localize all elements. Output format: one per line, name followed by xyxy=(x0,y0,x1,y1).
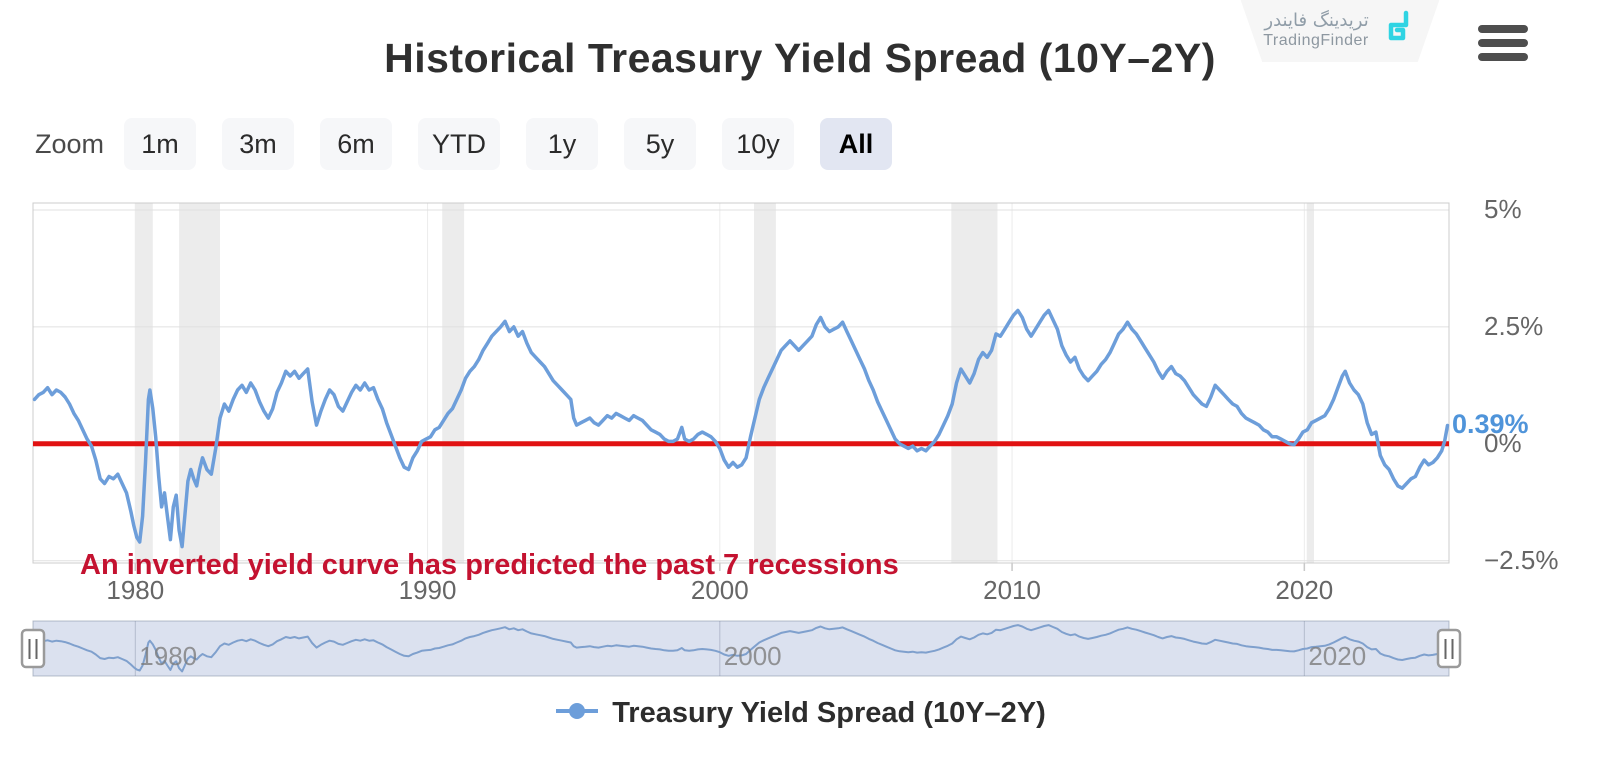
navigator-label-2020: 2020 xyxy=(1308,641,1367,671)
navigator-right-handle[interactable] xyxy=(1436,628,1462,669)
recession-annotation: An inverted yield curve has predicted th… xyxy=(80,549,899,581)
x-axis-label-1980: 1980 xyxy=(106,575,165,605)
y-axis-label-2.5%: 2.5% xyxy=(1484,310,1544,341)
recession-band xyxy=(951,203,998,563)
zoom-button-1y[interactable]: 1y xyxy=(526,118,599,170)
navigator-label-1980: 1980 xyxy=(139,641,198,671)
zoom-button-6m[interactable]: 6m xyxy=(320,118,393,170)
recession-band xyxy=(1306,203,1314,563)
zoom-label: Zoom xyxy=(35,128,105,159)
y-axis-label-5%: 5% xyxy=(1484,194,1522,224)
zoom-button-1m[interactable]: 1m xyxy=(124,118,197,170)
y-axis-label-0%: 0% xyxy=(1484,427,1522,458)
recession-band xyxy=(442,203,465,563)
x-axis-label-1990: 1990 xyxy=(398,575,457,605)
chart-title: Historical Treasury Yield Spread (10Y–2Y… xyxy=(384,35,1216,82)
navigator-label-2000: 2000 xyxy=(723,641,782,671)
zoom-button-ytd[interactable]: YTD xyxy=(418,118,501,170)
brand-name-english: TradingFinder xyxy=(1263,32,1369,50)
plot-border xyxy=(32,202,1450,564)
brand-name-farsi: تریدینگ فایندر xyxy=(1264,10,1369,32)
zoom-toolbar: Zoom 1m 3m 6m YTD 1y 5y 10y All xyxy=(35,118,893,170)
tradingfinder-badge: تریدینگ فایندر TradingFinder xyxy=(1240,0,1440,62)
x-axis-label-2000: 2000 xyxy=(690,575,749,605)
recession-band xyxy=(135,203,153,563)
navigator-track[interactable] xyxy=(32,620,1450,677)
zoom-button-5y[interactable]: 5y xyxy=(624,118,697,170)
x-axis-label-2010: 2010 xyxy=(983,575,1041,605)
x-axis-label-2020: 2020 xyxy=(1275,575,1334,605)
zoom-button-all[interactable]: All xyxy=(820,118,893,170)
zoom-button-3m[interactable]: 3m xyxy=(222,118,295,170)
treasury-spread-line xyxy=(32,308,1450,549)
series-marker-icon xyxy=(554,701,600,726)
menu-icon[interactable] xyxy=(1478,25,1528,67)
y-axis-label-−2.5%: −2.5% xyxy=(1484,544,1559,575)
zoom-buttons: 1m 3m 6m YTD 1y 5y 10y All xyxy=(124,118,893,170)
plot-area[interactable] xyxy=(33,203,1449,563)
legend-item[interactable]: Treasury Yield Spread (10Y–2Y) xyxy=(0,697,1600,730)
legend-label: Treasury Yield Spread (10Y–2Y) xyxy=(612,697,1046,729)
zoom-button-10y[interactable]: 10y xyxy=(722,118,795,170)
current-value-label: 0.39% xyxy=(1452,408,1529,439)
tradingfinder-logo-icon xyxy=(1379,10,1417,53)
navigator-series-line xyxy=(34,624,1449,673)
navigator-left-handle[interactable] xyxy=(20,628,46,669)
